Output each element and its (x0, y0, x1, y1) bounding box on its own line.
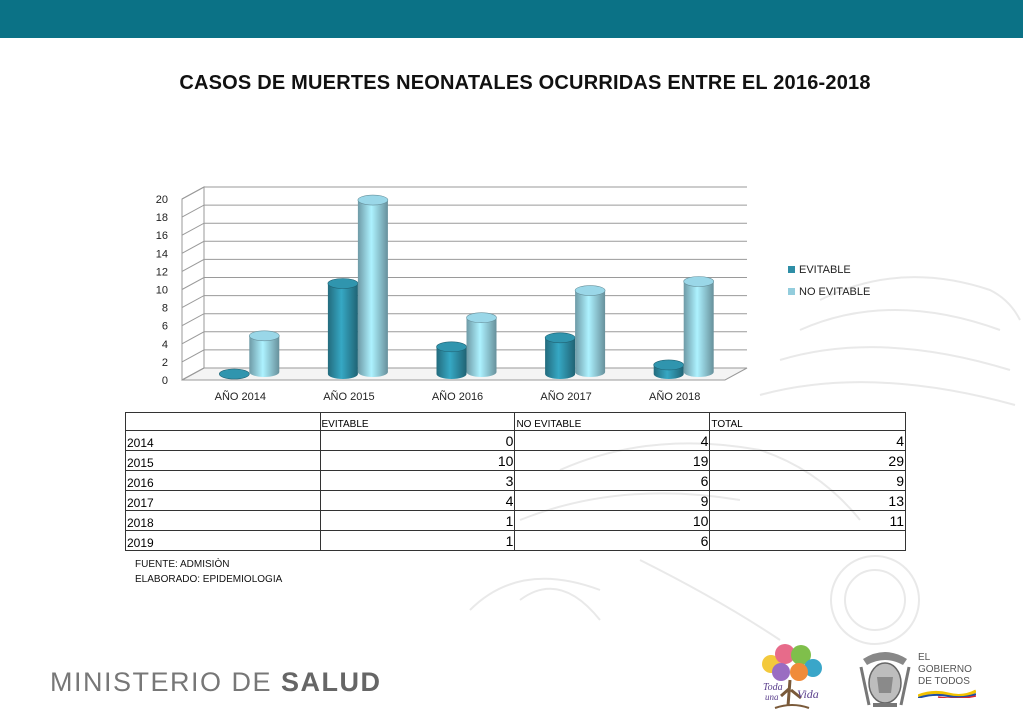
table-header-row: EVITABLE NO EVITABLE TOTAL (125, 412, 906, 431)
table-cell: 10 (319, 450, 516, 471)
gridline (181, 222, 747, 236)
table-header-cell: NO EVITABLE (514, 412, 711, 431)
y-tick-label: 20 (156, 194, 168, 206)
table-header-cell (125, 412, 321, 431)
ministry-logo: MINISTERIO DE SALUD (50, 667, 382, 698)
bar-evitable (653, 359, 685, 379)
y-tick-label: 12 (156, 266, 168, 278)
table-cell: 9 (514, 490, 711, 511)
gridline (181, 331, 747, 345)
table-cell: 1 (319, 530, 516, 551)
gov-line-2: GOBIERNO (918, 664, 972, 675)
gridline (181, 258, 747, 272)
campaign-word-1: Toda (763, 682, 783, 693)
table-row-label: 2019 (125, 530, 321, 551)
x-tick-label: AÑO 2017 (540, 390, 591, 403)
bar-evitable (327, 278, 359, 379)
table-cell: 0 (319, 430, 516, 451)
table-cell: 1 (319, 510, 516, 531)
gridline (181, 204, 747, 218)
bar-evitable (219, 368, 250, 380)
bar-evitable (436, 341, 467, 379)
table-row-label: 2014 (125, 430, 321, 451)
y-tick-label: 10 (156, 285, 168, 297)
y-tick-label: 2 (162, 357, 168, 369)
flag-ribbon-icon (917, 689, 977, 700)
x-axis-labels: AÑO 2014 AÑO 2015 AÑO 2016 AÑO 2017 AÑO 2018 (215, 390, 701, 403)
y-tick-label: 8 (162, 303, 168, 315)
table-row-label: 2016 (125, 470, 321, 491)
chart-legend: EVITABLE NO EVITABLE (788, 264, 870, 298)
table-row: 2017 4 9 13 (125, 490, 906, 511)
bar-no-evitable (683, 276, 715, 377)
table-cell: 19 (514, 450, 711, 471)
table-cell: 29 (709, 450, 906, 471)
legend-swatch (788, 288, 795, 295)
coat-of-arms-icon (859, 652, 911, 707)
table-cell: 4 (319, 490, 516, 511)
bar-no-evitable (574, 285, 606, 377)
table-cell (709, 530, 906, 551)
gridline (181, 295, 747, 309)
y-tick-label: 14 (156, 248, 168, 260)
legend-label: NO EVITABLE (799, 286, 870, 298)
gridline (181, 186, 747, 200)
x-tick-label: AÑO 2018 (649, 390, 700, 403)
x-tick-label: AÑO 2014 (215, 390, 266, 403)
gridline (181, 313, 747, 327)
table-header-cell: TOTAL (709, 412, 906, 431)
table-cell: 6 (514, 470, 711, 491)
bar-evitable (544, 332, 576, 379)
legend-swatch (788, 266, 795, 273)
y-tick-label: 0 (162, 375, 168, 387)
top-banner (0, 0, 1023, 38)
gridline (181, 277, 747, 290)
source-note: FUENTE: ADMISIÒN (135, 559, 230, 570)
gov-line-3: DE TODOS (918, 676, 970, 687)
table-cell: 4 (709, 430, 906, 451)
y-tick-label: 4 (162, 339, 168, 351)
table-cell: 13 (709, 490, 906, 511)
table-header-cell: EVITABLE (319, 412, 516, 431)
table-cell: 10 (514, 510, 711, 531)
table-row-label: 2018 (125, 510, 321, 531)
table-row: 2018 1 10 11 (125, 510, 906, 531)
table-row: 2016 3 6 9 (125, 470, 906, 491)
table-cell: 4 (514, 430, 711, 451)
ministry-name-bold: SALUD (281, 667, 382, 697)
table-row-label: 2015 (125, 450, 321, 471)
chart-bars (219, 194, 715, 380)
ministry-name: MINISTERIO DE (50, 667, 282, 697)
data-table: EVITABLE NO EVITABLE TOTAL 2014 0 4 4 2015 10 19 2… (125, 412, 906, 551)
gov-line-1: EL (918, 652, 931, 663)
gobierno-de-todos-logo: EL GOBIERNO DE TODOS (917, 652, 977, 702)
table-cell: 3 (319, 470, 516, 491)
table-cell: 11 (709, 510, 906, 531)
bar-no-evitable (357, 194, 389, 377)
bar-no-evitable (466, 312, 497, 377)
toda-una-vida-logo: Toda una Vida (762, 644, 822, 709)
legend-label: EVITABLE (799, 264, 851, 276)
x-tick-label: AÑO 2016 (432, 390, 483, 403)
campaign-word-2: una (765, 692, 779, 702)
chart-gridlines (181, 186, 747, 381)
bar-no-evitable (248, 330, 280, 377)
y-tick-label: 16 (156, 230, 168, 242)
table-row: 2019 1 6 (125, 530, 906, 551)
gridline (181, 240, 747, 254)
table-cell: 6 (514, 530, 711, 551)
table-row-label: 2017 (125, 490, 321, 511)
y-tick-label: 6 (162, 321, 168, 333)
table-row: 2014 0 4 4 (125, 430, 906, 451)
prepared-by-note: ELABORADO: EPIDEMIOLOGIA (135, 574, 283, 585)
campaign-word-3: Vida (797, 687, 819, 701)
x-tick-label: AÑO 2015 (323, 390, 374, 403)
y-axis-ticks: 0 2 4 6 8 10 12 14 16 18 20 (156, 194, 168, 387)
table-cell: 9 (709, 470, 906, 491)
y-tick-label: 18 (156, 212, 168, 224)
slide-title: CASOS DE MUERTES NEONATALES OCURRIDAS EN… (179, 72, 871, 94)
table-row: 2015 10 19 29 (125, 450, 906, 471)
